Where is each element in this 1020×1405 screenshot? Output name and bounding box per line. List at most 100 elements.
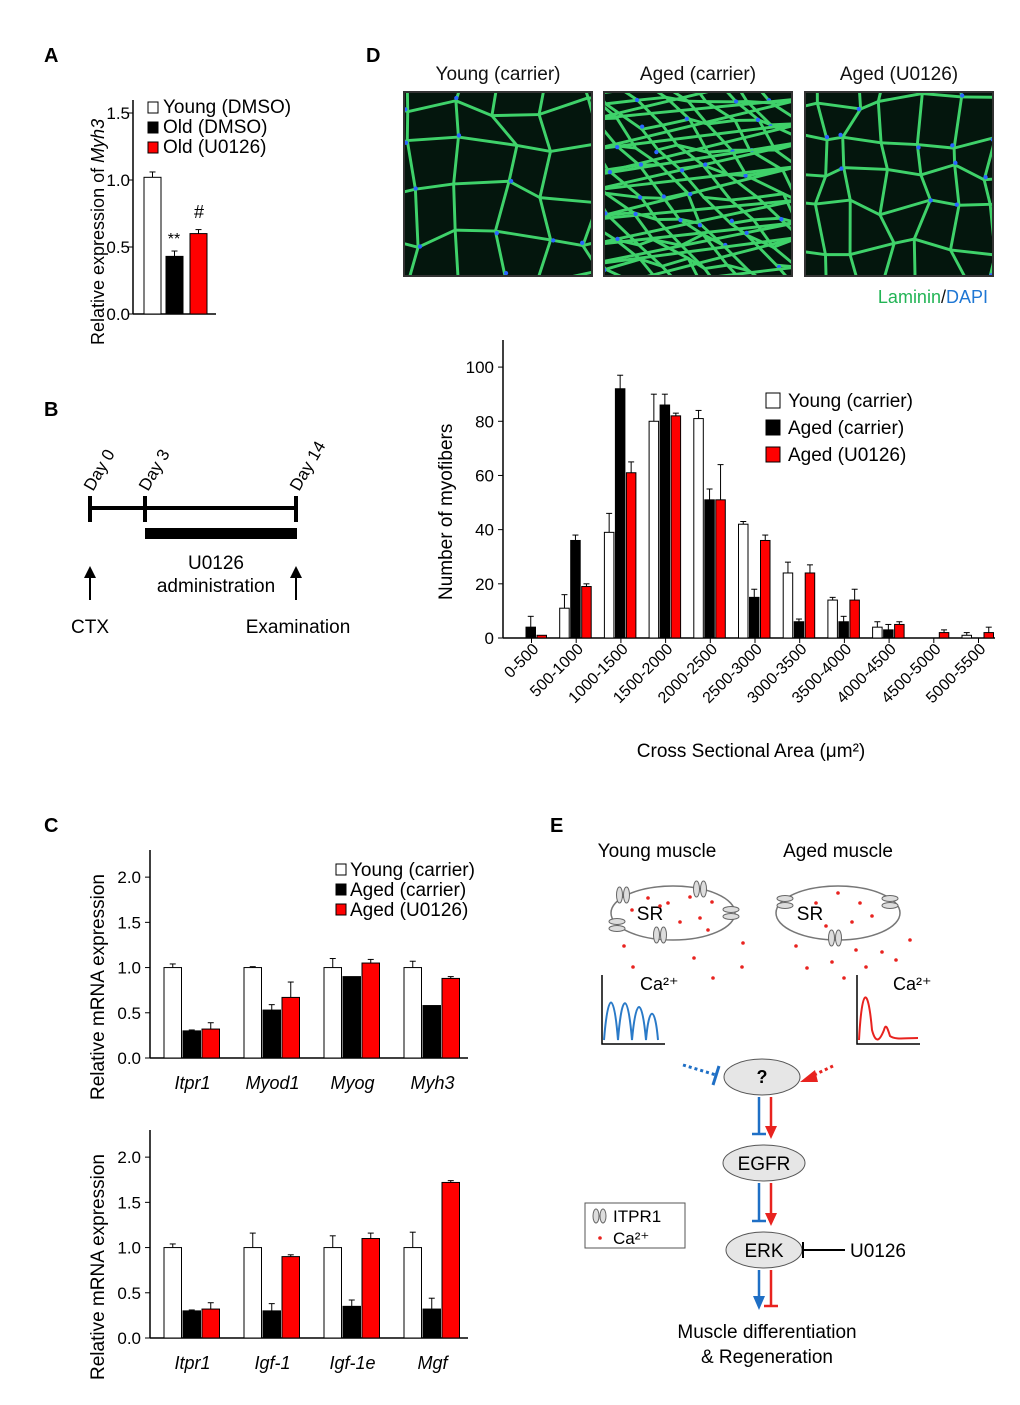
c-bot-bar-2-1	[342, 1305, 361, 1339]
receptor-lobe	[881, 895, 899, 902]
c-legend-swatch-aged	[335, 883, 347, 896]
itpr1-receptor	[608, 918, 626, 932]
nucleus	[639, 124, 645, 129]
receptor-lobe	[776, 902, 794, 909]
fiber-border	[662, 196, 681, 221]
fiber-border	[606, 163, 641, 172]
fiber-border	[405, 93, 410, 114]
nucleus	[494, 231, 499, 236]
fiber-border	[490, 93, 498, 118]
ca-dot	[710, 900, 714, 904]
fiber-border	[892, 237, 916, 245]
fiber-border	[806, 173, 828, 178]
fiber-border	[605, 165, 791, 191]
fiber-border	[638, 257, 664, 268]
fiber-border	[725, 263, 751, 273]
nucleus	[638, 162, 644, 167]
d-bar-5-2	[760, 539, 771, 639]
nucleus	[615, 144, 620, 150]
fiber-border	[879, 141, 889, 171]
panel-c-bottom-chart: Relative mRNA expression 0.0 0.5 1.0 1.5 2.0…	[88, 1130, 468, 1380]
receptor-lobe	[693, 880, 700, 898]
d-bar-2-0	[603, 531, 615, 639]
c-top-bar-0-1	[182, 1030, 201, 1059]
fiber-border	[537, 93, 545, 117]
c-top-bar-3-1	[422, 1005, 441, 1059]
e-young-ca-label: Ca²⁺	[640, 974, 679, 994]
fiber-border	[919, 163, 957, 177]
fiber-border	[678, 163, 705, 171]
micrograph-aged-carrier	[603, 91, 793, 277]
nucleus	[679, 168, 685, 173]
fiber-border	[572, 271, 591, 275]
ca-dot	[711, 976, 715, 980]
e-legend-ca-dot	[598, 1236, 602, 1240]
fiber-border	[688, 117, 709, 126]
d-x-label: Cross Sectional Area (μm²)	[637, 741, 865, 762]
fiber-border	[858, 93, 863, 111]
ca-dot	[646, 896, 650, 900]
fiber-border	[655, 218, 683, 247]
panel-label-c: C	[44, 815, 58, 837]
fiber-border	[605, 93, 709, 118]
fiber-border	[507, 179, 542, 200]
fiber-border	[859, 100, 880, 111]
e-u0126-label: U0126	[850, 1241, 906, 1262]
fiber-border	[755, 192, 785, 199]
nucleus	[755, 117, 761, 122]
fiber-border	[507, 143, 519, 183]
e-aged-ca-trace	[858, 996, 919, 1041]
c-bot-y-tick-label: 1.0	[117, 1239, 141, 1258]
image-title-young: Young (carrier)	[435, 64, 561, 85]
fiber-border	[878, 213, 896, 245]
nucleus	[697, 223, 703, 228]
fiber-border	[686, 256, 707, 270]
fiber-border	[605, 98, 791, 120]
fiber-border	[537, 238, 553, 275]
image-title-aged-carrier: Aged (carrier)	[639, 64, 757, 85]
c-bot-bar-3-2	[441, 1181, 460, 1339]
c-top-bar-3-0	[403, 967, 422, 1059]
fiber-border	[848, 241, 896, 257]
fiber-border	[606, 211, 635, 217]
d-bar-6-2	[804, 572, 816, 639]
fiber-border	[705, 118, 737, 126]
fiber-border	[605, 207, 610, 217]
c-bot-bar-1-0	[243, 1247, 262, 1339]
fiber-border	[490, 114, 519, 147]
itpr1-receptor	[881, 895, 899, 909]
itpr1-receptor	[616, 886, 630, 904]
fiber-border	[605, 257, 642, 271]
ca-dot	[805, 966, 809, 970]
fiber-border	[686, 99, 709, 126]
itpr1-receptor	[828, 929, 842, 947]
e-young-receptors	[608, 880, 740, 944]
fiber-border	[982, 144, 992, 182]
fiber-border	[615, 144, 641, 167]
fiber-border	[605, 238, 617, 244]
d-bar-1-0	[559, 607, 570, 639]
fiber-border	[605, 222, 791, 263]
d-bar-7-1	[838, 621, 849, 639]
receptor-lobe	[881, 902, 899, 909]
fiber-border	[953, 163, 961, 207]
d-y-label: Number of myofibers	[436, 424, 457, 600]
ca-dot	[824, 924, 828, 928]
receptor-lobe	[623, 886, 630, 904]
fiber-border	[813, 174, 828, 206]
a-sig-old: **	[168, 231, 180, 248]
fiber-border	[637, 163, 666, 200]
b-drug-label-2: administration	[157, 576, 275, 597]
d-legend-swatch-treated	[765, 446, 781, 463]
a-legend-swatch-old	[147, 121, 159, 134]
d-bar-5-1	[749, 596, 760, 639]
fiber-border	[701, 163, 729, 176]
stain-laminin: Laminin	[877, 287, 941, 307]
e-blue-promote-outcome-head	[753, 1296, 765, 1310]
fiber-border	[806, 250, 827, 257]
fiber-border	[605, 144, 619, 150]
fiber-border	[771, 238, 791, 249]
fiber-border	[686, 256, 699, 275]
fiber-border	[614, 238, 642, 261]
